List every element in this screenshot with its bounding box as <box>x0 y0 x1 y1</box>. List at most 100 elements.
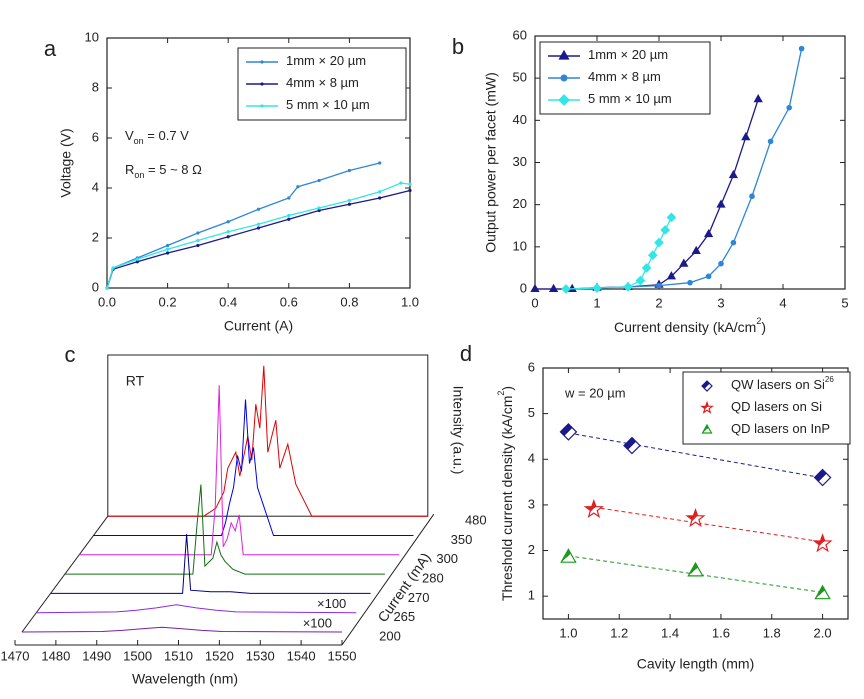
spectrum <box>36 604 357 614</box>
x-tick-label: 0.2 <box>159 294 177 309</box>
x-tick-label: 0.6 <box>280 294 298 309</box>
data-point <box>317 206 321 210</box>
annotation-rest: = 5 ~ 8 Ω <box>144 162 202 177</box>
data-point <box>166 243 170 248</box>
y-tick-label: 4 <box>92 179 99 194</box>
spectrum <box>107 365 428 517</box>
legend-marker <box>558 49 570 60</box>
fit-line <box>593 506 823 543</box>
annotation: Von = 0.7 V <box>125 128 189 146</box>
y-tick-label: 2 <box>92 229 99 244</box>
legend-marker <box>260 60 264 64</box>
data-point <box>105 286 109 290</box>
y-axis-label: Intensity (a.u.) <box>450 386 466 475</box>
legend-marker <box>701 380 713 392</box>
annotation-rest: = 0.7 V <box>144 128 189 143</box>
x-tick-label: 1.0 <box>559 625 577 640</box>
legend-name: 5 mm × 10 µm <box>588 91 672 106</box>
label-end: ) <box>499 386 515 391</box>
x-tick-label: 1.2 <box>610 625 628 640</box>
data-point <box>812 533 833 553</box>
data-point <box>111 266 115 270</box>
data-point <box>660 225 671 235</box>
data-line <box>535 99 759 290</box>
data-point <box>287 213 291 218</box>
spectrum <box>79 385 400 556</box>
spectrum <box>50 534 371 594</box>
data-point <box>718 260 724 267</box>
legend-marker <box>260 82 264 86</box>
label-sup: 2 <box>756 316 761 326</box>
data-point <box>347 168 351 173</box>
data-point <box>583 498 604 519</box>
data-point <box>347 198 351 203</box>
legend-marker <box>558 94 570 106</box>
data-point <box>641 263 652 273</box>
annotation: RT <box>126 373 145 389</box>
x-tick-label: 1520 <box>205 648 234 663</box>
x-axis-label: Current density (kA/cm2) <box>614 316 766 334</box>
x-tick-label: 0.0 <box>98 294 116 309</box>
legend-label: QW lasers on Si26 <box>731 375 834 392</box>
data-point <box>408 182 412 186</box>
x-tick-label: 5 <box>841 295 848 310</box>
label-end: ) <box>761 319 766 335</box>
data-point <box>256 207 261 211</box>
back-wall <box>107 354 429 517</box>
data-point <box>691 245 701 255</box>
current-label: 265 <box>393 609 415 624</box>
x-tick-label: 1490 <box>82 648 111 663</box>
x-tick-label: 3 <box>717 295 724 310</box>
data-point <box>256 226 261 230</box>
data-point <box>685 508 706 528</box>
x-tick-label: 0.4 <box>219 294 237 309</box>
data-point <box>623 282 633 292</box>
annotation-text: V <box>125 128 134 143</box>
legend-name: QD lasers on InP <box>731 421 830 436</box>
y-tick-label: 2 <box>528 542 535 557</box>
y-tick-label: 30 <box>513 154 527 169</box>
data-point <box>767 138 774 145</box>
data-point <box>647 250 658 261</box>
x-tick-label: 1 <box>593 295 600 310</box>
annotation-sub: on <box>134 136 144 146</box>
panel-label: b <box>452 34 464 59</box>
x-axis-label: Current (A) <box>224 318 293 334</box>
data-point <box>226 230 230 234</box>
spectrum <box>21 626 343 633</box>
legend-marker <box>701 423 713 434</box>
x-tick-label: 1510 <box>164 648 193 663</box>
y-tick-label: 6 <box>528 359 535 374</box>
current-label: 280 <box>422 571 444 586</box>
data-point <box>687 279 693 286</box>
data-line <box>565 217 672 290</box>
legend-label: 5 mm × 10 µm <box>588 91 672 106</box>
x-tick-label: 1.4 <box>661 625 679 640</box>
x-axis-label: Wavelength (nm) <box>132 671 238 687</box>
data-point <box>296 185 300 189</box>
legend-name: 4mm × 8 µm <box>286 75 359 90</box>
annotation-sub: on <box>134 170 144 180</box>
data-point <box>226 220 230 224</box>
x-tick-label: 1540 <box>287 648 316 663</box>
legend-name: 5 mm × 10 µm <box>286 97 370 112</box>
legend-name: 1mm × 20 µm <box>286 53 366 68</box>
x-tick-label: 1500 <box>123 648 152 663</box>
data-point <box>716 199 726 208</box>
y-axis-label: Threshold current density (kA/cm2) <box>496 386 514 601</box>
panel-label: d <box>460 341 472 366</box>
data-point <box>317 178 321 183</box>
data-point <box>741 131 751 141</box>
legend-marker <box>260 104 264 108</box>
legend-label: 4mm × 8 µm <box>588 69 661 84</box>
annotation: w = 20 µm <box>564 385 626 400</box>
data-point <box>347 202 351 206</box>
data-point <box>814 584 831 600</box>
legend-label: 5 mm × 10 µm <box>286 97 370 112</box>
data-line <box>106 182 411 289</box>
data-point <box>561 284 571 294</box>
x-tick-label: 1.0 <box>401 294 419 309</box>
data-point <box>635 275 646 286</box>
floor-edge <box>341 513 435 646</box>
spectrum <box>64 484 385 575</box>
